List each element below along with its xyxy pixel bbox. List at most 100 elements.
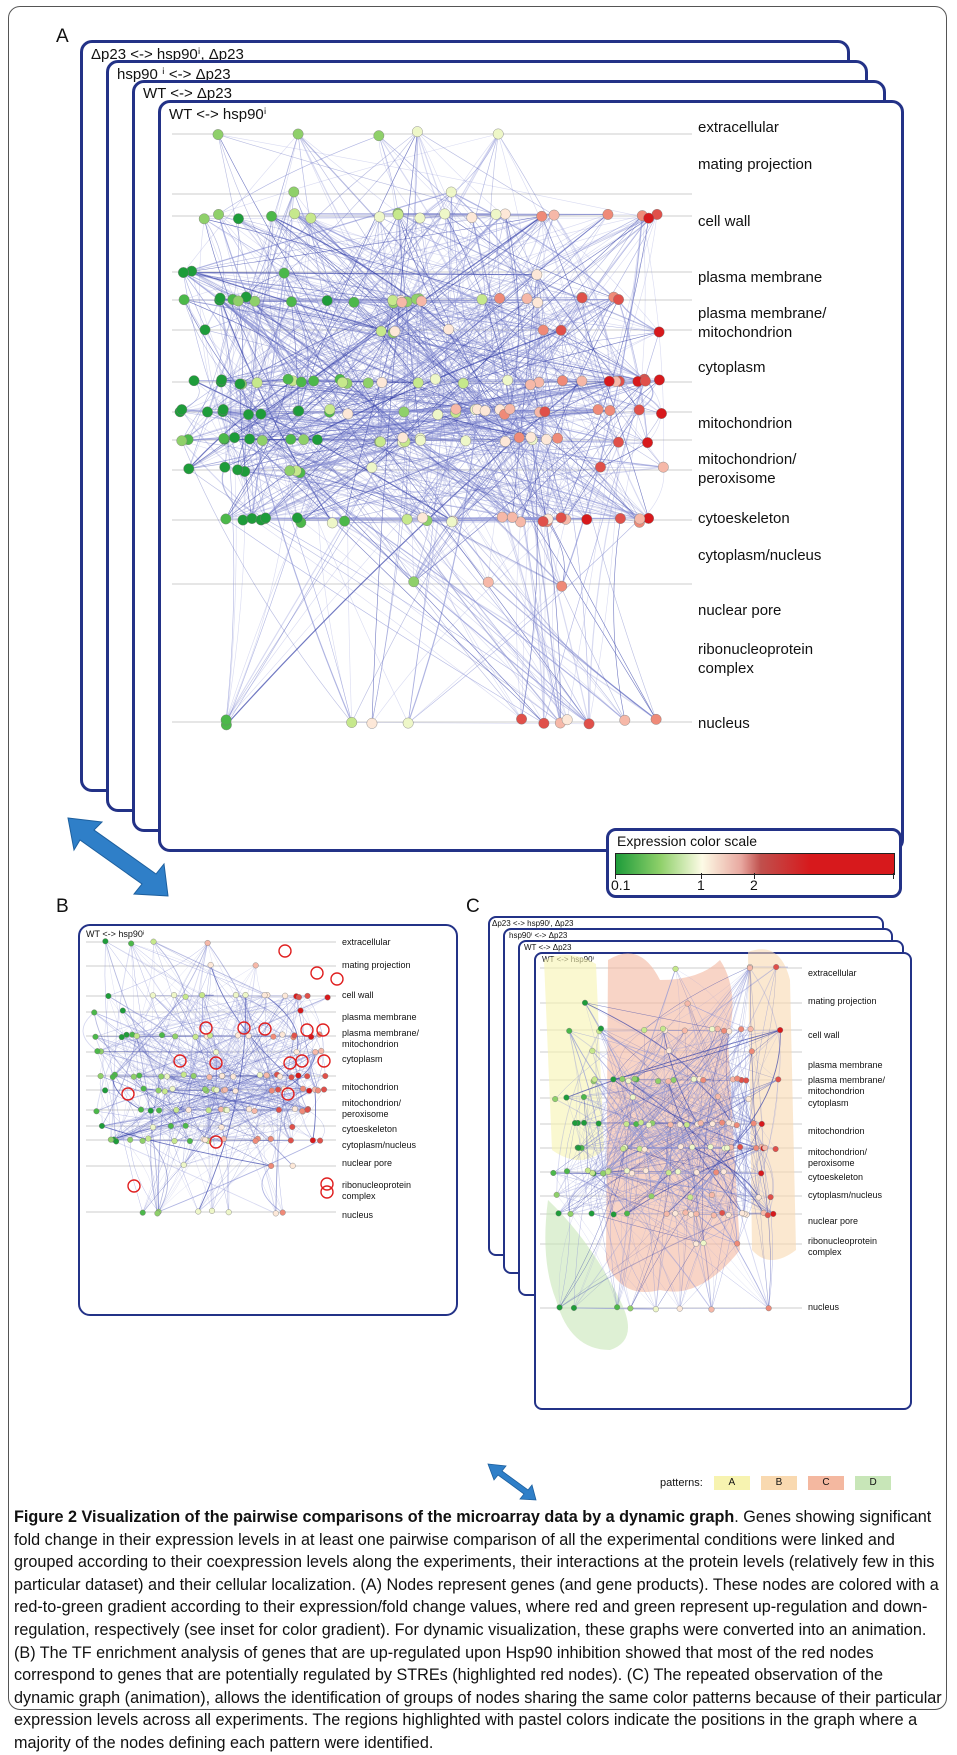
gene-node — [646, 1122, 652, 1128]
gene-node — [666, 1079, 672, 1085]
gene-node — [700, 1077, 706, 1083]
gene-node — [624, 1121, 630, 1127]
gene-node — [734, 1122, 740, 1128]
gene-node — [693, 1241, 699, 1247]
gene-node — [734, 1241, 740, 1247]
location-label: plasma membrane — [808, 1060, 883, 1071]
gene-node — [668, 1122, 674, 1128]
gene-node — [709, 1192, 715, 1198]
gene-node — [655, 1078, 661, 1084]
gene-node — [777, 1027, 783, 1033]
gene-node — [581, 1094, 587, 1100]
location-label: cytoplasm — [808, 1098, 849, 1109]
location-label: cell wall — [808, 1030, 840, 1041]
gene-node — [708, 1144, 714, 1150]
gene-node — [689, 1144, 695, 1150]
gene-node — [592, 1077, 598, 1083]
gene-node — [748, 1026, 754, 1032]
gene-node — [711, 1213, 717, 1219]
location-label: nucleus — [808, 1302, 839, 1313]
gene-node — [709, 1307, 715, 1313]
gene-node — [773, 964, 779, 970]
gene-node — [726, 1029, 732, 1035]
gene-node — [765, 1212, 771, 1218]
gene-node — [552, 1096, 558, 1102]
gene-node — [624, 1211, 630, 1217]
pattern-c-swatch: C — [808, 1476, 844, 1490]
location-label: ribonucleoprotein complex — [808, 1236, 877, 1258]
gene-node — [666, 1170, 672, 1176]
gene-node — [759, 1121, 765, 1127]
gene-node — [746, 1096, 752, 1102]
gene-node — [677, 1306, 683, 1312]
gene-node — [694, 1211, 700, 1217]
gene-node — [642, 1147, 648, 1153]
location-label: cytoplasm/nucleus — [808, 1190, 882, 1201]
gene-node — [685, 1001, 691, 1007]
gene-node — [687, 1194, 693, 1200]
gene-node — [710, 1121, 716, 1127]
gene-node — [620, 1076, 626, 1082]
gene-node — [585, 1168, 591, 1174]
gene-node — [576, 1145, 582, 1151]
gene-node — [629, 1170, 635, 1176]
gene-node — [709, 1026, 715, 1032]
location-label: nuclear pore — [808, 1216, 858, 1227]
gene-node — [643, 1168, 649, 1174]
gene-node — [653, 1306, 659, 1312]
gene-node — [715, 1094, 721, 1100]
gene-node — [743, 1078, 749, 1084]
gene-node — [582, 1000, 588, 1006]
gene-node — [737, 1144, 743, 1150]
gene-node — [641, 1027, 647, 1033]
gene-node — [677, 1122, 683, 1128]
gene-node — [721, 1169, 727, 1175]
gene-node — [598, 1026, 604, 1032]
gene-node — [701, 1240, 707, 1246]
gene-node — [638, 1120, 644, 1126]
gene-node — [600, 1170, 606, 1176]
gene-node — [721, 1028, 727, 1034]
gene-node — [775, 1077, 781, 1083]
gene-node — [671, 1077, 677, 1083]
gene-node — [691, 1076, 697, 1082]
gene-node — [626, 1078, 632, 1084]
gene-node — [739, 1210, 745, 1216]
gene-node — [614, 1304, 620, 1310]
gene-node — [664, 1211, 670, 1217]
gene-node — [726, 1120, 732, 1126]
gene-node — [683, 1210, 689, 1216]
gene-node — [564, 1095, 570, 1101]
gene-node — [738, 1026, 744, 1032]
gene-node — [715, 1026, 721, 1032]
gene-node — [762, 1145, 768, 1151]
gene-node — [758, 1170, 764, 1176]
gene-node — [568, 1211, 574, 1217]
patterns-legend: patterns: A B C D — [660, 1476, 891, 1490]
caption-label: Figure 2 Visualization of the pairwise c… — [14, 1508, 734, 1526]
gene-node — [719, 1210, 725, 1216]
location-label: extracellular — [808, 968, 857, 979]
gene-node — [753, 1145, 759, 1151]
gene-node — [756, 1195, 762, 1201]
gene-node — [611, 1077, 617, 1083]
gene-node — [698, 1120, 704, 1126]
gene-node — [628, 1306, 634, 1312]
gene-node — [766, 1305, 772, 1311]
gene-node — [630, 1094, 636, 1100]
location-label: cytoeskeleton — [808, 1172, 863, 1183]
gene-node — [719, 1120, 725, 1126]
gene-node — [726, 1212, 732, 1218]
gene-node — [620, 1146, 626, 1152]
gene-node — [673, 1211, 679, 1217]
gene-node — [557, 1305, 563, 1311]
gene-node — [684, 1122, 690, 1128]
gene-node — [649, 1193, 655, 1199]
gene-node — [611, 1212, 617, 1218]
gene-node — [589, 1211, 595, 1217]
gene-node — [551, 1170, 557, 1176]
gene-node — [632, 1076, 638, 1082]
gene-node — [751, 1121, 757, 1127]
gene-node — [688, 1212, 694, 1218]
gene-node — [660, 1026, 666, 1032]
